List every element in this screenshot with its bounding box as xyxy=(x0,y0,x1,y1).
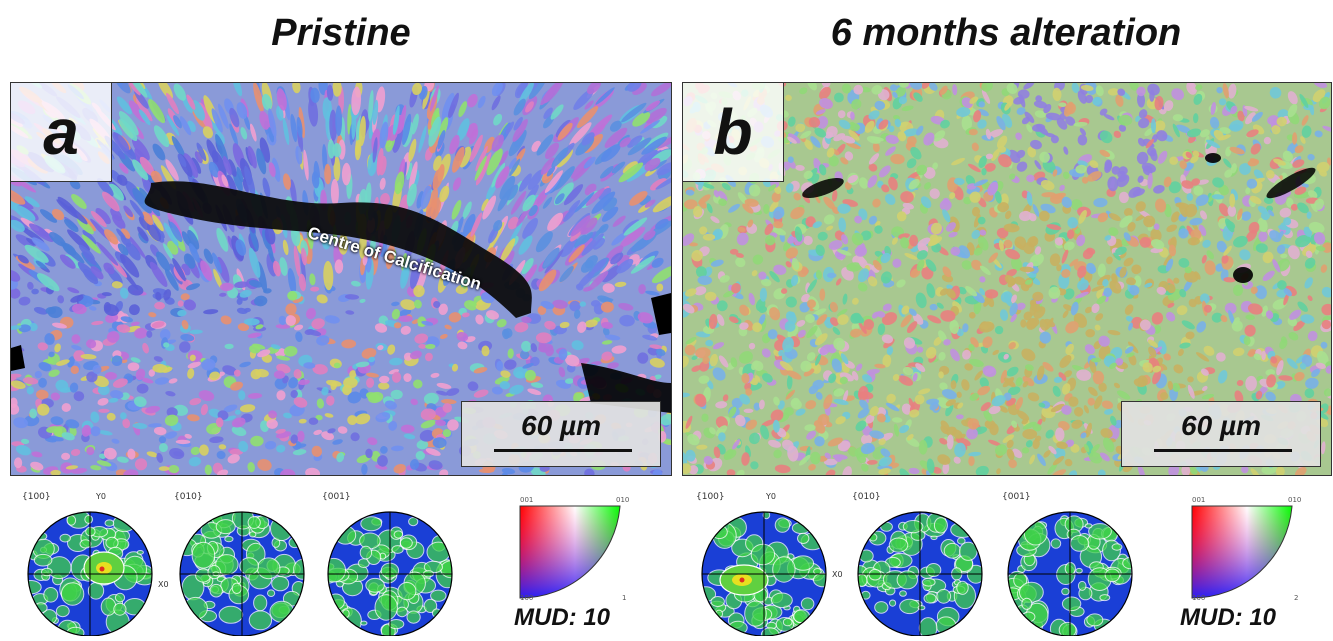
ebsd-map-image-b xyxy=(683,83,1331,475)
mud-value-a: MUD: 10 xyxy=(514,604,611,631)
pole-figure-a-001: {001} xyxy=(316,492,466,641)
pf-a-010-label: {010} xyxy=(174,492,203,502)
key-a-010: 010 xyxy=(616,496,630,504)
pole-figure-a-010: {010} xyxy=(168,492,318,641)
scale-bar-a-text: 60 µm xyxy=(521,410,601,441)
pf-a-001-label: {001} xyxy=(322,492,351,502)
key-b-010: 010 xyxy=(1288,496,1302,504)
panel-letter-a: a xyxy=(11,83,112,182)
key-a-1: 1 xyxy=(622,594,627,602)
ebsd-map-altered: b 60 µm xyxy=(682,82,1332,476)
ipf-color-key-a: 001 010 100 1 xyxy=(502,494,634,607)
pole-figure-a-100: {100} Y0 X0 xyxy=(16,492,169,641)
mud-value-b: MUD: 10 xyxy=(1180,604,1277,631)
key-b-100: 100 xyxy=(1192,594,1206,602)
scale-bar-a-line xyxy=(494,449,632,452)
pf-a-100-y0: Y0 xyxy=(96,492,106,501)
scale-bar-b: 60 µm xyxy=(1121,401,1321,467)
pf-b-100-label: {100} xyxy=(696,492,725,502)
pf-b-010-label: {010} xyxy=(852,492,881,502)
pf-b-100-y0: Y0 xyxy=(766,492,776,501)
pf-a-100-x0: X0 xyxy=(158,580,169,589)
scale-bar-b-line xyxy=(1154,449,1292,452)
key-b-2: 2 xyxy=(1294,594,1299,602)
ipf-color-key-b: 001 010 100 2 xyxy=(1174,494,1306,607)
pole-figure-b-010: {010} xyxy=(846,492,996,641)
pf-b-100-x0: X0 xyxy=(832,570,843,579)
scale-bar-a: 60 µm xyxy=(461,401,661,467)
title-pristine: Pristine xyxy=(271,12,411,54)
pole-figure-b-001: {001} xyxy=(996,492,1146,641)
pf-a-100-label: {100} xyxy=(22,492,51,502)
ebsd-map-image-a xyxy=(11,83,671,475)
pf-b-001-label: {001} xyxy=(1002,492,1031,502)
title-alteration: 6 months alteration xyxy=(830,12,1182,54)
key-b-001: 001 xyxy=(1192,496,1206,504)
ebsd-map-pristine: a Centre of Calcification 60 µm xyxy=(10,82,672,476)
panel-letter-b: b xyxy=(683,83,784,182)
pole-figure-b-100: {100} Y0 X0 xyxy=(690,492,843,641)
key-a-100: 100 xyxy=(520,594,534,602)
scale-bar-b-text: 60 µm xyxy=(1181,410,1261,441)
key-a-001: 001 xyxy=(520,496,534,504)
